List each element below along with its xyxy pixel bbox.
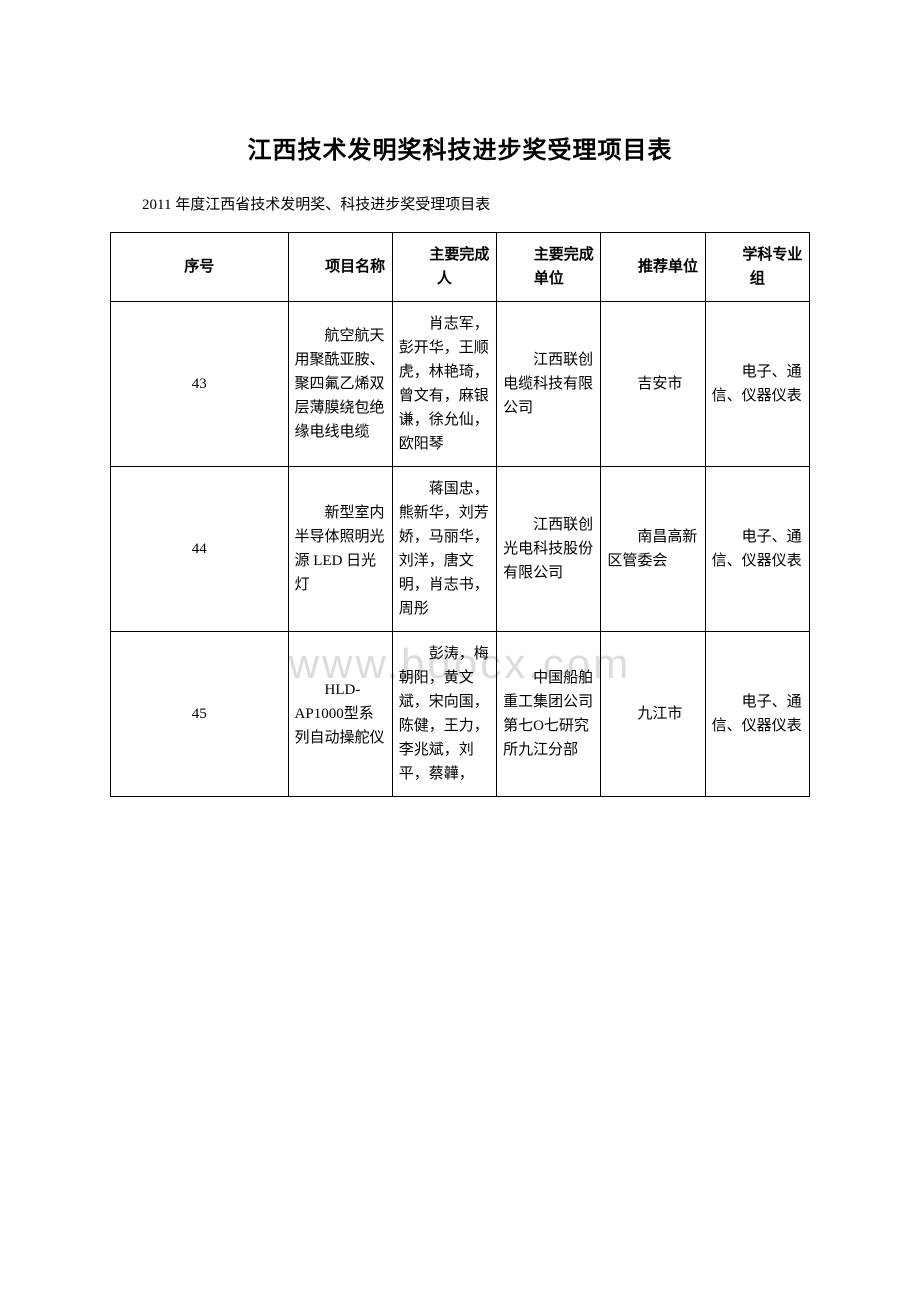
cell-subject: 电子、通信、仪器仪表 <box>705 632 809 797</box>
cell-seq: 43 <box>111 302 289 467</box>
cell-unit: 中国船舶重工集团公司第七O七研究所九江分部 <box>497 632 601 797</box>
cell-unit-text: 中国船舶重工集团公司第七O七研究所九江分部 <box>503 666 594 762</box>
page-content: 江西技术发明奖科技进步奖受理项目表 2011 年度江西省技术发明奖、科技进步奖受… <box>110 130 810 797</box>
cell-seq: 45 <box>111 632 289 797</box>
cell-name-text: HLD-AP1000型系列自动操舵仪 <box>295 678 386 750</box>
cell-recommender: 吉安市 <box>601 302 705 467</box>
header-name-text: 项目名称 <box>295 255 386 279</box>
table-header-row: 序号 项目名称 主要完成人 主要完成单位 推荐单位 学科专业组 <box>111 233 810 302</box>
cell-recommender-text: 南昌高新区管委会 <box>607 525 698 573</box>
header-recommender: 推荐单位 <box>601 233 705 302</box>
cell-subject: 电子、通信、仪器仪表 <box>705 302 809 467</box>
cell-name-text: 新型室内半导体照明光源 LED 日光灯 <box>295 501 386 597</box>
cell-subject-text: 电子、通信、仪器仪表 <box>712 690 803 738</box>
header-unit-text: 主要完成单位 <box>503 243 594 291</box>
cell-recommender: 九江市 <box>601 632 705 797</box>
cell-name: HLD-AP1000型系列自动操舵仪 <box>288 632 392 797</box>
cell-unit: 江西联创光电科技股份有限公司 <box>497 467 601 632</box>
table-row: 45 HLD-AP1000型系列自动操舵仪 彭涛，梅朝阳，黄文斌，宋向国，陈健，… <box>111 632 810 797</box>
header-subject-text: 学科专业组 <box>712 243 803 291</box>
header-name: 项目名称 <box>288 233 392 302</box>
cell-subject: 电子、通信、仪器仪表 <box>705 467 809 632</box>
cell-recommender-text: 九江市 <box>607 702 698 726</box>
projects-table: 序号 项目名称 主要完成人 主要完成单位 推荐单位 学科专业组 43 航空航天用… <box>110 232 810 797</box>
cell-unit-text: 江西联创光电科技股份有限公司 <box>503 513 594 585</box>
table-row: 44 新型室内半导体照明光源 LED 日光灯 蒋国忠，熊新华，刘芳娇，马丽华，刘… <box>111 467 810 632</box>
cell-unit: 江西联创电缆科技有限公司 <box>497 302 601 467</box>
header-seq: 序号 <box>111 233 289 302</box>
cell-recommender-text: 吉安市 <box>607 372 698 396</box>
cell-seq: 44 <box>111 467 289 632</box>
header-recommender-text: 推荐单位 <box>607 255 698 279</box>
cell-name: 航空航天用聚酰亚胺、聚四氟乙烯双层薄膜绕包绝缘电线电缆 <box>288 302 392 467</box>
cell-people: 彭涛，梅朝阳，黄文斌，宋向国，陈健，王力，李兆斌，刘平，蔡韡， <box>392 632 496 797</box>
cell-people-text: 蒋国忠，熊新华，刘芳娇，马丽华，刘洋，唐文明，肖志书，周彤 <box>399 477 490 621</box>
cell-people-text: 彭涛，梅朝阳，黄文斌，宋向国，陈健，王力，李兆斌，刘平，蔡韡， <box>399 642 490 786</box>
table-row: 43 航空航天用聚酰亚胺、聚四氟乙烯双层薄膜绕包绝缘电线电缆 肖志军，彭开华，王… <box>111 302 810 467</box>
header-people-text: 主要完成人 <box>399 243 490 291</box>
header-unit: 主要完成单位 <box>497 233 601 302</box>
cell-subject-text: 电子、通信、仪器仪表 <box>712 525 803 573</box>
cell-unit-text: 江西联创电缆科技有限公司 <box>503 348 594 420</box>
cell-name: 新型室内半导体照明光源 LED 日光灯 <box>288 467 392 632</box>
page-title: 江西技术发明奖科技进步奖受理项目表 <box>110 130 810 165</box>
header-people: 主要完成人 <box>392 233 496 302</box>
cell-subject-text: 电子、通信、仪器仪表 <box>712 360 803 408</box>
cell-people-text: 肖志军，彭开华，王顺虎，林艳琦，曾文有，麻银谦，徐允仙，欧阳琴 <box>399 312 490 456</box>
cell-people: 肖志军，彭开华，王顺虎，林艳琦，曾文有，麻银谦，徐允仙，欧阳琴 <box>392 302 496 467</box>
header-subject: 学科专业组 <box>705 233 809 302</box>
cell-people: 蒋国忠，熊新华，刘芳娇，马丽华，刘洋，唐文明，肖志书，周彤 <box>392 467 496 632</box>
page-subtitle: 2011 年度江西省技术发明奖、科技进步奖受理项目表 <box>110 193 810 214</box>
cell-recommender: 南昌高新区管委会 <box>601 467 705 632</box>
cell-name-text: 航空航天用聚酰亚胺、聚四氟乙烯双层薄膜绕包绝缘电线电缆 <box>295 324 386 444</box>
